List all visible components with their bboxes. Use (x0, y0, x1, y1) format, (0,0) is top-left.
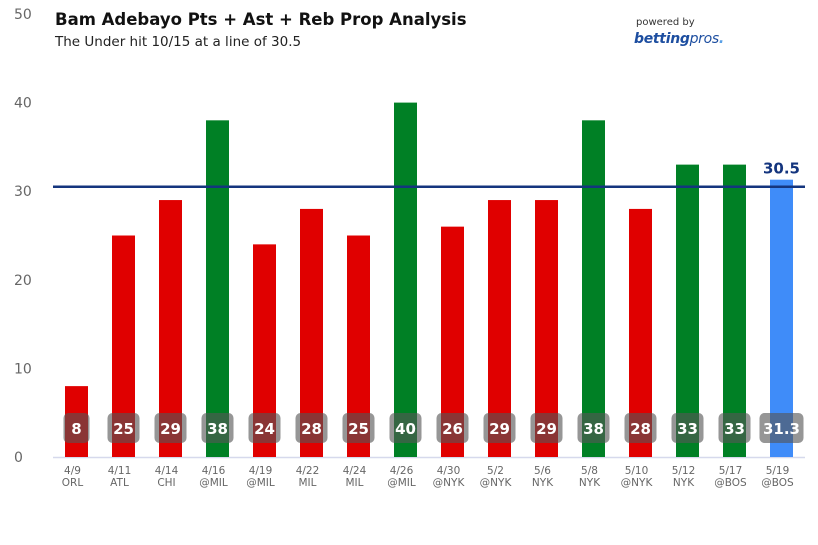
x-tick-opponent: MIL (345, 477, 363, 489)
value-label-box (201, 413, 234, 443)
x-tick-date: 4/11 (108, 465, 132, 477)
bar (159, 200, 182, 457)
y-tick-label: 10 (14, 361, 32, 377)
value-label-box (107, 413, 140, 443)
value-label: 29 (489, 420, 510, 438)
value-label: 38 (583, 420, 604, 438)
x-tick-opponent: @BOS (714, 477, 747, 489)
value-label-box (389, 413, 422, 443)
bar (300, 208, 323, 457)
value-label: 29 (536, 420, 557, 438)
value-label: 24 (254, 420, 275, 438)
bar (112, 235, 135, 457)
x-tick-date: 5/19 (766, 465, 790, 477)
value-label: 8 (71, 420, 81, 438)
value-label: 25 (113, 420, 134, 438)
bar (488, 200, 511, 457)
value-label: 26 (442, 420, 463, 438)
value-label-box (718, 413, 751, 443)
value-label: 33 (724, 420, 745, 438)
value-label-box (530, 413, 563, 443)
value-label-box (577, 413, 610, 443)
x-tick-opponent: NYK (532, 477, 554, 489)
value-label: 38 (207, 420, 228, 438)
x-tick-date: 4/24 (343, 465, 367, 477)
value-label-box (342, 413, 375, 443)
brand-bold: betting (634, 31, 690, 47)
bar (676, 164, 699, 457)
x-tick-date: 5/10 (625, 465, 649, 477)
x-tick-opponent: NYK (673, 477, 695, 489)
x-tick-date: 4/19 (249, 465, 273, 477)
prop-line-label: 30.5 (763, 160, 800, 178)
x-tick-opponent: @MIL (387, 477, 416, 489)
bar (723, 164, 746, 457)
powered-by-text: powered by (636, 17, 695, 28)
x-tick-opponent: ATL (110, 477, 129, 489)
value-label-box (759, 413, 804, 443)
x-tick-date: 4/26 (390, 465, 414, 477)
x-tick-opponent: @MIL (246, 477, 275, 489)
bar (770, 179, 793, 457)
brand-dot: . (718, 31, 724, 47)
value-label-box (671, 413, 704, 443)
value-label: 28 (630, 420, 651, 438)
x-tick-date: 4/30 (437, 465, 461, 477)
bar (535, 200, 558, 457)
value-label-box (624, 413, 657, 443)
value-label-box (154, 413, 187, 443)
bar (582, 120, 605, 457)
x-tick-date: 5/17 (719, 465, 743, 477)
x-tick-opponent: CHI (157, 477, 175, 489)
x-tick-date: 4/22 (296, 465, 320, 477)
x-tick-date: 4/14 (155, 465, 179, 477)
y-tick-label: 20 (14, 273, 32, 289)
bettingpros-logo[interactable]: bettingpros. (634, 31, 724, 47)
value-label: 33 (677, 420, 698, 438)
value-label-box (483, 413, 516, 443)
value-label: 28 (301, 420, 322, 438)
x-tick-date: 5/6 (534, 465, 551, 477)
value-label: 25 (348, 420, 369, 438)
bar (441, 226, 464, 457)
x-tick-opponent: @NYK (621, 477, 654, 489)
bar (629, 208, 652, 457)
bar (394, 102, 417, 457)
value-label-box (248, 413, 281, 443)
y-tick-label: 50 (14, 7, 32, 23)
value-label-box (295, 413, 328, 443)
y-tick-label: 40 (14, 96, 32, 112)
x-tick-opponent: MIL (298, 477, 316, 489)
x-tick-opponent: @NYK (433, 477, 466, 489)
x-tick-opponent: @NYK (480, 477, 513, 489)
y-tick-label: 30 (14, 184, 32, 200)
bar (206, 120, 229, 457)
x-tick-opponent: @MIL (199, 477, 228, 489)
value-label: 29 (160, 420, 181, 438)
brand-light: pros (689, 31, 720, 47)
x-tick-date: 4/16 (202, 465, 226, 477)
x-tick-date: 5/2 (487, 465, 504, 477)
x-tick-opponent: ORL (62, 477, 84, 489)
x-tick-opponent: NYK (579, 477, 601, 489)
value-label: 31.3 (763, 420, 800, 438)
x-tick-date: 5/12 (672, 465, 696, 477)
x-tick-date: 4/9 (64, 465, 81, 477)
bar (347, 235, 370, 457)
chart-subtitle: The Under hit 10/15 at a line of 30.5 (55, 34, 302, 50)
value-label-box (436, 413, 469, 443)
x-tick-opponent: @BOS (761, 477, 794, 489)
value-label: 40 (395, 420, 416, 438)
chart-title: Bam Adebayo Pts + Ast + Reb Prop Analysi… (55, 10, 467, 29)
y-tick-label: 0 (14, 450, 23, 466)
bar (253, 244, 276, 457)
x-tick-date: 5/8 (581, 465, 598, 477)
value-label-box (63, 413, 90, 443)
